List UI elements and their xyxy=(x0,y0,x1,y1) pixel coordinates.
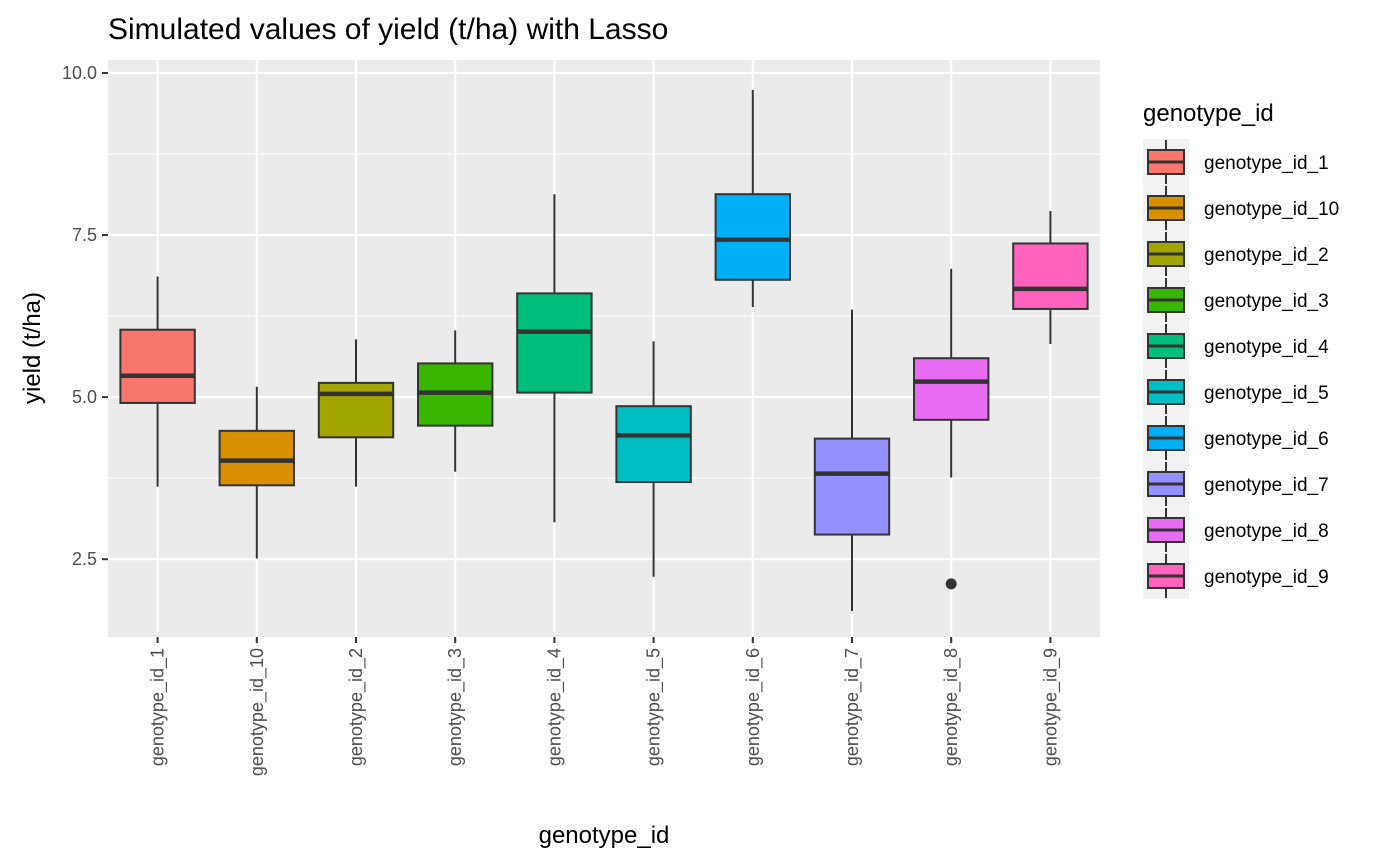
x-axis: genotype_id_1 genotype_id_10 genotype_id_2… xyxy=(148,637,1061,776)
box-iqr xyxy=(1012,242,1089,310)
legend-label: genotype_id_2 xyxy=(1204,245,1329,266)
x-tick-label: genotype_id_1 xyxy=(148,648,169,766)
x-tick-label: genotype_id_8 xyxy=(941,648,962,766)
y-tick-label: 2.5 xyxy=(72,549,97,569)
box-iqr xyxy=(913,357,990,421)
box-genotype_id_4 xyxy=(516,194,593,523)
box-genotype_id_6 xyxy=(714,89,791,308)
box-iqr xyxy=(218,429,296,487)
box-iqr xyxy=(119,328,196,404)
legend-item-genotype_id_10: genotype_id_10 xyxy=(1147,186,1339,230)
y-tick-label: 7.5 xyxy=(72,225,97,245)
legend-label: genotype_id_9 xyxy=(1204,567,1329,588)
box-genotype_id_1 xyxy=(119,276,196,487)
x-axis-title: genotype_id xyxy=(539,822,670,849)
y-tick-label: 5.0 xyxy=(72,387,97,407)
x-tick-label: genotype_id_9 xyxy=(1040,648,1061,766)
legend-item-genotype_id_8: genotype_id_8 xyxy=(1147,508,1329,552)
box-genotype_id_10 xyxy=(218,386,296,559)
x-tick-label: genotype_id_6 xyxy=(743,648,764,766)
legend-label: genotype_id_8 xyxy=(1204,521,1329,542)
x-tick-label: genotype_id_4 xyxy=(544,648,565,766)
box-genotype_id_8 xyxy=(913,268,990,590)
x-tick-label: genotype_id_7 xyxy=(842,648,863,766)
box-iqr xyxy=(516,292,593,394)
legend-item-genotype_id_5: genotype_id_5 xyxy=(1147,370,1329,414)
legend-label: genotype_id_4 xyxy=(1204,337,1329,358)
box-genotype_id_3 xyxy=(417,330,494,472)
box-iqr xyxy=(317,381,395,439)
legend-label: genotype_id_7 xyxy=(1204,475,1329,496)
legend-item-genotype_id_6: genotype_id_6 xyxy=(1147,416,1329,460)
outlier-point xyxy=(945,578,957,590)
box-genotype_id_9 xyxy=(1012,211,1089,344)
legend-item-genotype_id_3: genotype_id_3 xyxy=(1147,278,1329,322)
x-tick-label: genotype_id_3 xyxy=(445,648,466,766)
box-iqr xyxy=(714,193,791,281)
y-tick-label: 10.0 xyxy=(62,63,97,83)
legend-item-genotype_id_1: genotype_id_1 xyxy=(1147,140,1329,184)
box-iqr xyxy=(615,405,692,484)
plot-area xyxy=(108,60,1100,637)
legend-label: genotype_id_10 xyxy=(1204,199,1339,220)
y-axis: 2.5 5.0 7.5 10.0 xyxy=(62,63,108,569)
y-axis-title: yield (t/ha) xyxy=(19,292,46,404)
x-tick-label: genotype_id_2 xyxy=(346,648,367,766)
legend-item-genotype_id_4: genotype_id_4 xyxy=(1147,324,1329,368)
legend-item-genotype_id_7: genotype_id_7 xyxy=(1147,462,1329,506)
x-tick-label: genotype_id_5 xyxy=(644,648,665,766)
legend-label: genotype_id_5 xyxy=(1204,383,1329,404)
box-genotype_id_5 xyxy=(615,341,692,577)
legend: genotype_id genotype_id_1genotype_id_10g… xyxy=(1143,100,1339,599)
legend-label: genotype_id_1 xyxy=(1204,153,1329,174)
plot-panel-background xyxy=(108,60,1100,637)
legend-label: genotype_id_6 xyxy=(1204,429,1329,450)
box-series xyxy=(119,89,1089,612)
box-genotype_id_7 xyxy=(813,309,891,612)
legend-item-genotype_id_9: genotype_id_9 xyxy=(1147,554,1329,598)
legend-title: genotype_id xyxy=(1143,100,1274,127)
box-genotype_id_2 xyxy=(317,339,395,487)
legend-items: genotype_id_1 genotype_id_10 genotype_id_2… xyxy=(1147,140,1339,598)
chart-title: Simulated values of yield (t/ha) with La… xyxy=(108,13,668,46)
legend-item-genotype_id_2: genotype_id_2 xyxy=(1147,232,1329,276)
legend-label: genotype_id_3 xyxy=(1204,291,1329,312)
box-iqr xyxy=(813,437,891,536)
x-tick-label: genotype_id_10 xyxy=(247,648,268,776)
